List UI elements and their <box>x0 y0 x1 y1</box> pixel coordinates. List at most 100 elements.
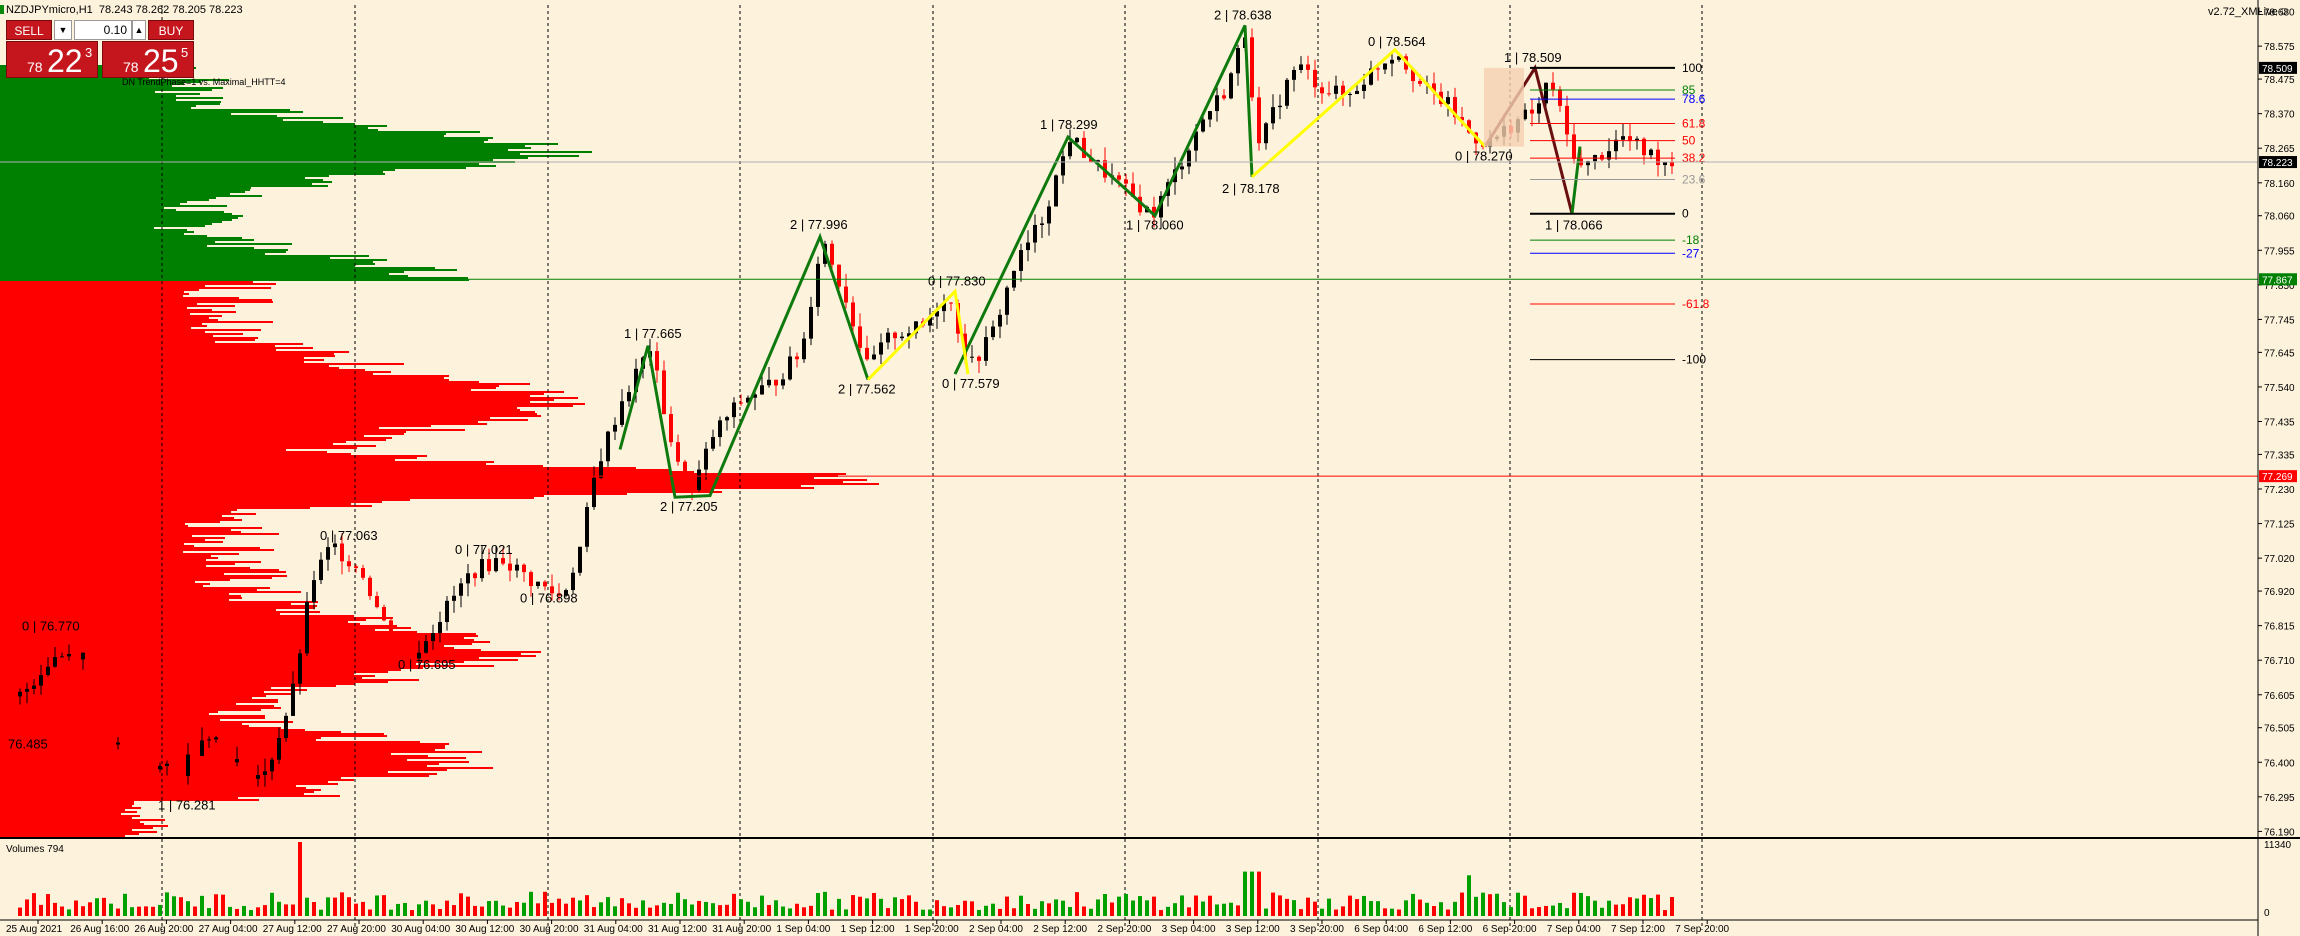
volume-bar <box>1306 897 1310 916</box>
candle-body <box>39 675 43 686</box>
volume-bar <box>74 900 78 916</box>
candle-body <box>95 676 99 705</box>
buy-quote[interactable]: 78 25 5 <box>102 41 194 79</box>
volume-bar <box>1047 903 1051 916</box>
volume-bar <box>1635 898 1639 916</box>
candle-body <box>1257 97 1261 144</box>
volume-bar <box>732 893 736 916</box>
profile-bar <box>0 753 391 755</box>
symbol-label: NZDJPYmicro,H1 <box>6 4 93 16</box>
profile-bar <box>0 631 417 633</box>
candle-body <box>774 379 778 386</box>
candle-body <box>186 754 190 776</box>
volume-bar <box>165 892 169 916</box>
profile-bar <box>0 239 254 241</box>
candle-body <box>1628 136 1632 142</box>
candle-body <box>1376 68 1380 70</box>
profile-bar <box>0 327 191 329</box>
candle-body <box>837 264 841 287</box>
profile-bar <box>0 279 469 281</box>
profile-bar <box>0 791 314 793</box>
candle-body <box>466 573 470 584</box>
profile-bar <box>0 511 231 513</box>
profile-bar <box>0 105 196 107</box>
profile-bar <box>0 571 286 573</box>
candle-body <box>571 572 575 591</box>
volume-bar <box>81 906 85 916</box>
volume-bar <box>676 892 680 916</box>
lot-dropdown-arrow[interactable]: ▼ <box>54 20 72 40</box>
profile-bar <box>0 655 536 657</box>
price-marker-box <box>2259 156 2297 169</box>
price-tick-label: 77.335 <box>2264 450 2295 461</box>
profile-bar <box>0 395 530 397</box>
volume-bar <box>60 906 64 916</box>
price-tick-label: 77.125 <box>2264 520 2295 531</box>
candle-body <box>998 314 1002 327</box>
profile-bar <box>0 371 391 373</box>
profile-bar <box>0 569 279 571</box>
candle-body <box>886 332 890 343</box>
candle-body <box>858 326 862 348</box>
volume-bar <box>277 901 281 916</box>
profile-bar <box>0 547 260 549</box>
profile-bar <box>0 147 531 149</box>
profile-bar <box>0 509 237 511</box>
candle-body <box>739 402 743 404</box>
zigzag-pivot-label: 0 | 77.579 <box>942 376 1000 391</box>
candle-body <box>1075 137 1079 143</box>
profile-bar <box>0 231 194 233</box>
volume-bar <box>844 909 848 916</box>
sell-quote-main: 22 <box>47 43 83 79</box>
volume-bar <box>186 901 190 916</box>
profile-bar <box>0 645 444 647</box>
candle-body <box>1432 83 1436 92</box>
volume-bar <box>417 904 421 916</box>
price-tick-label: 76.400 <box>2264 758 2295 769</box>
volume-bar <box>1600 907 1604 916</box>
price-tick-label: 78.680 <box>2264 8 2295 19</box>
profile-bar <box>0 579 230 581</box>
price-tick-label: 77.020 <box>2264 554 2295 565</box>
candle-body <box>193 754 197 756</box>
volume-bar <box>1404 900 1408 916</box>
profile-bar <box>0 287 271 289</box>
profile-bar <box>0 241 215 243</box>
profile-bar <box>0 447 357 449</box>
profile-bar <box>0 533 279 535</box>
buy-button[interactable]: BUY <box>148 20 194 40</box>
profile-bar <box>0 597 242 599</box>
candle-body <box>1362 84 1366 91</box>
profile-bar <box>0 769 447 771</box>
profile-bar <box>0 575 287 577</box>
profile-bar <box>0 373 373 375</box>
candle-body <box>1544 82 1548 104</box>
profile-bar <box>0 415 541 417</box>
candle-body <box>634 368 638 393</box>
lot-increase-arrow[interactable]: ▲ <box>132 20 146 40</box>
volume-bar <box>1061 900 1065 916</box>
profile-bar <box>0 669 401 671</box>
volume-bar <box>725 904 729 916</box>
candle-body <box>1040 223 1044 225</box>
profile-bar <box>0 639 474 641</box>
price-marker-label: 77.269 <box>2262 472 2293 483</box>
sell-quote[interactable]: 78 22 3 <box>6 41 98 79</box>
candle-body <box>123 742 127 748</box>
volume-bar <box>872 893 876 916</box>
profile-bar <box>0 405 573 407</box>
volume-bar <box>1537 907 1541 916</box>
volume-bar <box>1460 892 1464 916</box>
lot-size-input[interactable]: 0.10 <box>74 20 132 40</box>
time-tick-label: 1 Sep 20:00 <box>905 924 959 935</box>
volume-bar <box>1278 895 1282 916</box>
profile-bar <box>0 577 272 579</box>
volume-bar <box>991 903 995 916</box>
candle-body <box>690 485 694 490</box>
sell-button[interactable]: SELL <box>6 20 52 40</box>
volume-bar <box>949 907 953 916</box>
candle-body <box>60 656 64 658</box>
volume-bar <box>907 895 911 916</box>
candle-body <box>529 572 533 587</box>
